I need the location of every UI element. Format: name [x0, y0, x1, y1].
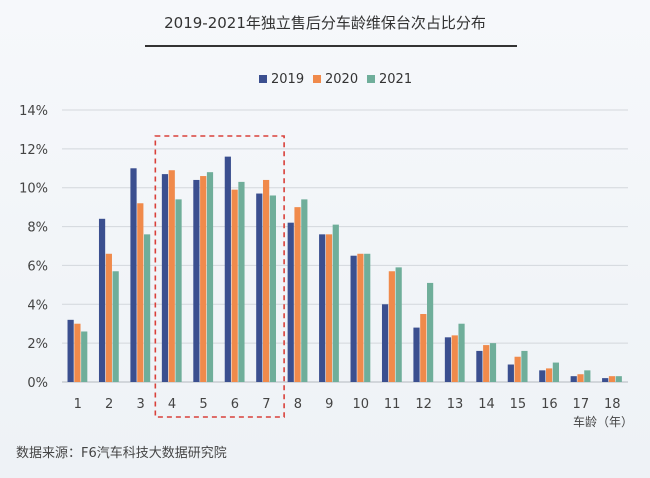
bar-2020-age-12	[420, 314, 427, 382]
x-axis-label: 车龄（年）	[573, 414, 633, 429]
bar-2020-age-18	[608, 376, 616, 382]
bar-2020-age-13	[451, 335, 458, 382]
bar-2021-age-8	[301, 199, 308, 382]
bar-2020-age-5	[200, 176, 207, 382]
bar-2021-age-11	[395, 267, 402, 382]
bar-2019-age-5	[193, 179, 200, 382]
bar-2020-age-2	[105, 253, 112, 382]
bar-2021-age-14	[489, 343, 497, 382]
bar-2019-age-3	[130, 168, 137, 382]
bars	[67, 156, 622, 382]
bar-2021-age-12	[427, 282, 434, 382]
bar-2020-age-1	[74, 323, 81, 382]
bar-2019-age-7	[256, 193, 263, 382]
bar-2020-age-4	[168, 170, 175, 382]
legend-label-2019: 2019	[271, 72, 304, 87]
bar-2021-age-3	[144, 234, 151, 382]
source-note: 数据来源：F6汽车科技大数据研究院	[16, 446, 227, 461]
bar-2020-age-8	[294, 207, 301, 382]
bar-2021-age-18	[615, 376, 622, 382]
x-tick-label: 5	[199, 397, 207, 412]
x-tick-label: 12	[415, 397, 432, 412]
bar-2021-age-9	[332, 224, 339, 382]
highlight-box	[154, 135, 285, 418]
bar-2021-age-7	[269, 195, 276, 382]
y-tick-label: 2%	[27, 337, 48, 352]
bar-2021-age-17	[584, 370, 591, 382]
x-tick-label: 10	[352, 397, 369, 412]
bar-2019-age-6	[224, 156, 231, 382]
x-tick-label: 7	[262, 397, 270, 412]
bar-2019-age-16	[539, 370, 546, 382]
bar-2021-age-13	[458, 323, 465, 382]
x-tick-label: 11	[384, 397, 401, 412]
x-tick-label: 6	[231, 397, 239, 412]
bar-2019-age-18	[602, 378, 609, 382]
legend-swatch-2020	[313, 75, 321, 83]
y-axis: 0% 2% 4% 6% 8% 10% 12% 14%	[19, 104, 48, 391]
bar-2021-age-10	[364, 253, 371, 382]
legend-label-2021: 2021	[379, 72, 412, 87]
bar-2021-age-4	[175, 199, 182, 382]
x-tick-label: 8	[294, 397, 302, 412]
x-tick-label: 17	[573, 397, 590, 412]
y-tick-label: 0%	[27, 376, 48, 391]
bar-2020-age-11	[388, 271, 395, 382]
bar-2019-age-13	[444, 337, 452, 382]
bar-2019-age-2	[98, 218, 106, 382]
bar-2019-age-1	[67, 319, 74, 382]
legend: 2019 2020 2021	[259, 72, 412, 87]
bar-2021-age-16	[552, 362, 559, 382]
x-tick-label: 3	[136, 397, 144, 412]
x-tick-label: 13	[447, 397, 464, 412]
bar-2021-age-15	[521, 350, 528, 382]
bar-2020-age-7	[262, 179, 270, 382]
bar-2020-age-3	[137, 203, 144, 382]
bar-2019-age-12	[413, 327, 420, 382]
bar-2019-age-9	[319, 234, 326, 382]
legend-swatch-2019	[259, 75, 267, 83]
bar-2020-age-9	[325, 234, 333, 382]
x-tick-label: 1	[74, 397, 82, 412]
bar-2021-age-5	[206, 172, 214, 382]
y-tick-label: 12%	[19, 143, 48, 158]
bar-2019-age-17	[570, 376, 577, 382]
bar-2020-age-6	[231, 189, 238, 382]
x-tick-label: 14	[478, 397, 495, 412]
bar-2019-age-8	[287, 222, 294, 382]
legend-label-2020: 2020	[325, 72, 358, 87]
x-tick-label: 2	[105, 397, 113, 412]
bar-2019-age-10	[350, 255, 357, 382]
x-tick-label: 9	[325, 397, 333, 412]
bar-2020-age-14	[483, 345, 490, 382]
bar-2020-age-17	[577, 374, 584, 382]
bar-2021-age-6	[238, 181, 245, 382]
y-tick-label: 14%	[19, 104, 48, 119]
x-tick-label: 16	[541, 397, 558, 412]
y-tick-label: 8%	[27, 221, 48, 236]
y-tick-label: 10%	[19, 182, 48, 197]
bar-2021-age-2	[112, 271, 119, 382]
y-tick-label: 4%	[27, 298, 48, 313]
bar-2020-age-16	[545, 368, 553, 382]
bar-2019-age-15	[507, 364, 514, 382]
bar-2019-age-4	[161, 174, 169, 382]
legend-swatch-2021	[367, 75, 375, 83]
bar-2020-age-10	[357, 253, 364, 382]
y-tick-label: 6%	[27, 259, 48, 274]
title-divider	[145, 45, 517, 47]
bar-2020-age-15	[514, 356, 521, 382]
bar-2019-age-11	[381, 304, 389, 382]
gridlines	[62, 109, 628, 383]
x-tick-label: 18	[604, 397, 621, 412]
bar-2021-age-1	[81, 331, 88, 382]
bar-2019-age-14	[476, 350, 483, 382]
x-tick-label: 4	[168, 397, 176, 412]
chart-title: 2019-2021年独立售后分车龄维保台次占比分布	[164, 14, 486, 32]
x-tick-label: 15	[510, 397, 527, 412]
